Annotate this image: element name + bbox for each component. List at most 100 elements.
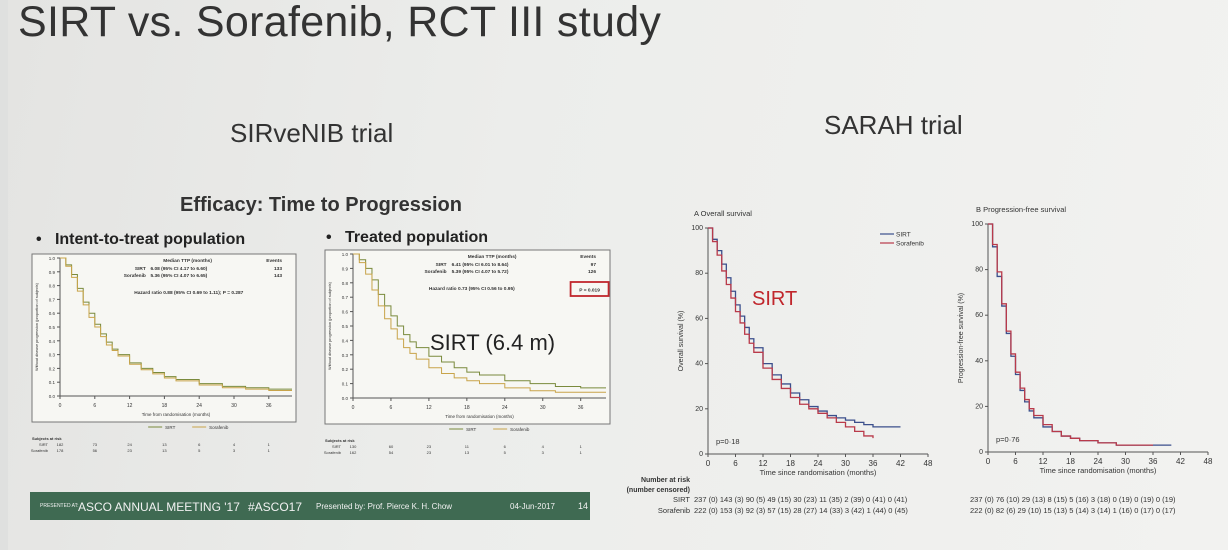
y-tick-label-Treated-1: 0.9 xyxy=(342,266,349,271)
risk-value-ITT-1-0: 178 xyxy=(57,448,64,453)
slide-title: SIRT vs. Sorafenib, RCT III study xyxy=(18,0,662,46)
efficacy-heading: Efficacy: Time to Progression xyxy=(180,194,462,216)
y-tick-label-Treated-8: 0.2 xyxy=(342,367,349,372)
y-tick-label-Treated-9: 0.1 xyxy=(342,382,349,387)
risk-arm-ITT-1: Sorafenib xyxy=(31,448,49,453)
x-tick-label-B-5: 30 xyxy=(1121,457,1130,466)
right-subtitle: SARAH trial xyxy=(824,110,963,140)
risk-value-Treated-1-6: 1 xyxy=(580,450,583,455)
table-header-events-Treated: Events xyxy=(580,254,596,260)
risk-value-ITT-1-6: 1 xyxy=(268,448,271,453)
risk-value-Treated-0-1: 60 xyxy=(389,444,394,449)
y-tick-label-ITT-1: 0.9 xyxy=(49,270,56,275)
table-arm-Treated-0: SIRT xyxy=(436,262,447,268)
table-header-median-ITT: Median TTP (months) xyxy=(163,258,212,264)
series-line-A-sorafenib xyxy=(708,227,874,439)
risk-value-Treated-0-6: 1 xyxy=(580,444,583,449)
y-tick-label-B-5: 100 xyxy=(971,221,983,228)
y-tick-label-ITT-4: 0.6 xyxy=(49,311,56,316)
risk-value-Treated-0-4: 6 xyxy=(504,444,507,449)
risk-arm-Treated-0: SIRT xyxy=(332,444,342,449)
x-axis-label-Treated: Time from randomisation (months) xyxy=(445,414,514,419)
series-line-B-sorafenib xyxy=(988,223,1153,446)
y-tick-label-ITT-8: 0.2 xyxy=(49,366,56,371)
chart-title-B: B Progression-free survival xyxy=(976,205,1066,214)
x-tick-label-A-5: 30 xyxy=(841,459,850,468)
x-tick-label-Treated-2: 12 xyxy=(426,405,432,411)
x-tick-label-ITT-1: 6 xyxy=(93,403,96,409)
risk-value-Treated-0-3: 11 xyxy=(465,444,470,449)
series-line-B-sirt xyxy=(988,223,1172,446)
y-tick-label-ITT-9: 0.1 xyxy=(49,380,56,385)
risk-arm-Treated-1: Sorafenib xyxy=(324,450,342,455)
bullet-treated: • Treated population xyxy=(326,229,489,246)
y-tick-label-Treated-3: 0.7 xyxy=(342,295,349,300)
bullet-treated-label: Treated population xyxy=(344,229,489,246)
x-tick-label-B-8: 48 xyxy=(1204,457,1213,466)
legend-label-ITT-1: Sorafenib xyxy=(209,425,229,430)
footer-meeting: ASCO ANNUAL MEETING '17 xyxy=(78,500,240,514)
risk-value-Treated-1-1: 54 xyxy=(389,450,394,455)
risk-value-Treated-1-2: 23 xyxy=(427,450,432,455)
legend-label-Treated-0: SIRT xyxy=(466,427,476,432)
y-tick-label-ITT-10: 0.0 xyxy=(49,394,56,399)
y-tick-label-A-5: 100 xyxy=(691,225,703,232)
y-tick-label-B-2: 40 xyxy=(975,358,983,365)
x-axis-label-A: Time since randomisation (months) xyxy=(760,468,877,477)
panel-frame-Treated xyxy=(324,249,611,425)
y-axis-label-B: Progression-free survival (%) xyxy=(958,293,965,383)
table-arm-ITT-1: Sorafenib xyxy=(124,273,146,279)
risk-values-A-0: 237 (0) 143 (3) 90 (5) 49 (15) 30 (23) 1… xyxy=(694,495,908,504)
table-header-events-ITT: Events xyxy=(266,258,282,264)
risk-value-Treated-1-5: 3 xyxy=(542,450,545,455)
y-axis-label-Treated: Without disease progression (proportion … xyxy=(328,281,332,370)
x-tick-label-A-7: 42 xyxy=(896,459,905,468)
y-tick-label-ITT-5: 0.5 xyxy=(49,325,56,330)
x-tick-label-A-8: 48 xyxy=(924,459,933,468)
y-tick-label-A-2: 40 xyxy=(695,361,703,368)
y-tick-label-Treated-7: 0.3 xyxy=(342,353,349,358)
risk-title-A: Number at risk xyxy=(641,477,690,484)
x-tick-label-B-4: 24 xyxy=(1094,457,1103,466)
y-tick-label-ITT-0: 1.0 xyxy=(49,256,56,261)
x-tick-label-A-1: 6 xyxy=(733,459,738,468)
y-tick-label-A-4: 80 xyxy=(695,270,703,277)
footer-page: 14 xyxy=(578,501,589,511)
x-tick-label-B-2: 12 xyxy=(1039,457,1048,466)
footer-hashtag: #ASCO17 xyxy=(248,500,303,514)
footer-date: 04-Jun-2017 xyxy=(510,502,555,511)
risk-value-ITT-0-5: 4 xyxy=(233,442,236,447)
series-line-Treated-sirt xyxy=(353,253,606,389)
bullet-itt-label: Intent-to-treat population xyxy=(54,231,246,248)
risk-value-ITT-1-2: 23 xyxy=(127,448,132,453)
x-tick-label-ITT-3: 18 xyxy=(162,403,168,409)
risk-value-ITT-1-1: 56 xyxy=(93,448,98,453)
y-tick-label-B-1: 20 xyxy=(975,403,983,410)
risk-value-ITT-0-2: 24 xyxy=(127,442,132,447)
risk-value-ITT-0-6: 1 xyxy=(268,442,271,447)
x-tick-label-Treated-4: 24 xyxy=(502,405,508,411)
x-tick-label-Treated-3: 18 xyxy=(464,405,470,411)
table-median-ITT-1: 5.36 (95% CI 4.07 to 6.65) xyxy=(150,273,207,279)
x-tick-label-ITT-0: 0 xyxy=(59,403,62,409)
bullet-itt: • Intent-to-treat population xyxy=(36,231,246,248)
risk-value-ITT-1-3: 13 xyxy=(162,448,167,453)
x-tick-label-A-0: 0 xyxy=(706,459,711,468)
y-tick-label-ITT-6: 0.4 xyxy=(49,339,56,344)
y-tick-label-A-0: 0 xyxy=(699,451,703,458)
table-median-Treated-0: 6.41 (95% CI 6.01 to 8.64) xyxy=(452,262,509,268)
risk-arm-A-0: SIRT xyxy=(673,495,690,504)
risk-value-Treated-0-0: 130 xyxy=(350,444,357,449)
risk-value-Treated-0-2: 23 xyxy=(427,444,432,449)
x-tick-label-A-3: 18 xyxy=(786,459,795,468)
x-axis-label-ITT: Time from randomisation (months) xyxy=(142,412,211,417)
y-tick-label-A-3: 60 xyxy=(695,315,703,322)
risk-value-ITT-0-3: 13 xyxy=(162,442,167,447)
table-header-median-Treated: Median TTP (months) xyxy=(468,254,517,260)
legend-label-A-0: SIRT xyxy=(896,232,911,239)
footer-presenter: Presented by: Prof. Pierce K. H. Chow xyxy=(316,502,453,511)
chart-title-A: A Overall survival xyxy=(694,209,752,218)
risk-value-Treated-1-3: 13 xyxy=(465,450,470,455)
footer-bar: PRESENTED AT: ASCO ANNUAL MEETING '17 #A… xyxy=(30,492,590,520)
table-arm-Treated-1: Sorafenib xyxy=(424,269,446,275)
